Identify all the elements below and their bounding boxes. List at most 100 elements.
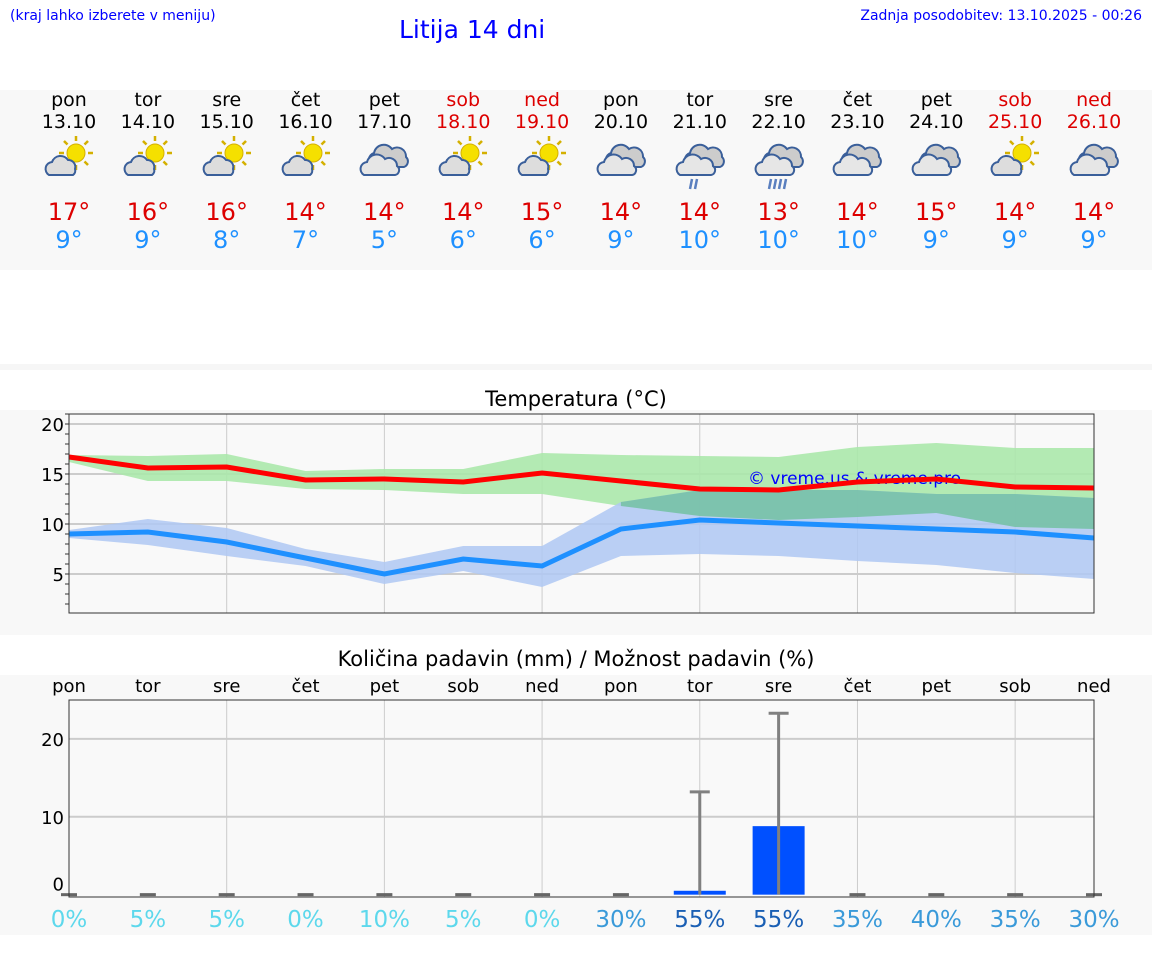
y-tick-label: 20 [41, 730, 64, 751]
max-temp: 14° [678, 198, 722, 226]
sun-cloud-icon [424, 135, 502, 185]
day-date: 16.10 [278, 111, 333, 133]
max-temp: 14° [993, 198, 1037, 226]
day-name: čet [842, 89, 873, 111]
y-tick-label: 0 [53, 875, 64, 896]
day-date: 24.10 [909, 111, 964, 133]
y-tick-label: 15 [41, 465, 64, 486]
max-temp: 15° [915, 198, 958, 226]
day-name: pet [920, 89, 952, 111]
sun-cloud-icon [188, 135, 266, 185]
min-temp: 10° [757, 226, 800, 254]
precip-probability: 0% [287, 907, 324, 933]
day-date: 22.10 [751, 111, 806, 133]
band-overlap [620, 490, 1094, 529]
min-temp: 6° [528, 226, 556, 254]
temperature-chart-title: Temperatura (°C) [485, 387, 667, 411]
day-label: pon [52, 676, 86, 697]
precip-probability: 0% [524, 907, 561, 933]
day-date: 20.10 [593, 111, 649, 133]
plot-frame [68, 413, 1095, 614]
day-name: tor [686, 89, 714, 111]
day-label: sob [447, 676, 479, 697]
cloud-rain-icon [661, 135, 739, 190]
max-temp: 15° [520, 198, 564, 226]
plot-frame [68, 699, 1095, 898]
day-date: 19.10 [514, 111, 570, 133]
location-hint[interactable]: (kraj lahko izberete v meniju) [10, 8, 216, 24]
precip-probability: 0% [51, 907, 88, 933]
day-label: ned [1077, 676, 1111, 697]
sun-cloud-icon [503, 135, 581, 185]
precip-probability: 5% [130, 907, 167, 933]
precip-probability: 30% [595, 907, 646, 933]
day-label: tor [687, 676, 713, 697]
day-name: sre [212, 89, 242, 111]
min-temp-line [68, 517, 1095, 577]
max-temp: 14° [836, 198, 879, 226]
y-tick-label: 10 [41, 515, 64, 536]
day-date: 25.10 [987, 111, 1043, 133]
cloud-icon [582, 135, 660, 185]
max-temp: 14° [441, 198, 485, 226]
min-temp: 9° [134, 226, 162, 254]
cloud-icon [897, 135, 975, 185]
day-label: pon [604, 676, 638, 697]
day-name: sob [446, 89, 481, 111]
max-temp: 14° [363, 198, 406, 226]
min-temp: 8° [213, 226, 241, 254]
max-temp: 17° [47, 198, 91, 226]
day-label: ned [525, 676, 559, 697]
cloud-icon [818, 135, 896, 185]
precip-probability: 30% [1068, 907, 1119, 933]
day-label: čet [843, 676, 871, 697]
day-name: pon [603, 89, 639, 111]
day-date: 21.10 [672, 111, 727, 133]
precip-probability: 55% [753, 907, 804, 933]
min-temp: 9° [607, 226, 635, 254]
max-temp: 16° [205, 198, 248, 226]
min-temp: 6° [449, 226, 477, 254]
day-label: čet [292, 676, 320, 697]
min-temp: 9° [922, 226, 950, 254]
day-name: sob [998, 89, 1032, 111]
sun-cloud-icon [109, 135, 187, 185]
max-temp-line [68, 454, 1095, 493]
min-temp: 10° [678, 226, 722, 254]
day-date: 13.10 [41, 111, 97, 133]
max-temp: 13° [757, 198, 800, 226]
day-name: ned [1076, 89, 1112, 111]
day-label: sob [999, 676, 1031, 697]
min-temp: 9° [1080, 226, 1108, 254]
precip-probability: 10% [359, 907, 410, 933]
max-temp: 14° [1072, 198, 1116, 226]
day-name: pet [368, 89, 400, 111]
day-date: 17.10 [357, 111, 412, 133]
day-label: sre [213, 676, 240, 697]
day-name: sre [764, 89, 794, 111]
page-title: Litija 14 dni [399, 15, 546, 44]
max-temp: 14° [284, 198, 327, 226]
min-temp: 9° [55, 226, 83, 254]
precip-probability: 5% [208, 907, 245, 933]
precip-probability: 35% [832, 907, 883, 933]
day-label: sre [765, 676, 792, 697]
day-label: tor [135, 676, 161, 697]
cloud-heavy-rain-icon [740, 135, 818, 190]
day-date: 26.10 [1066, 111, 1122, 133]
watermark: © vreme.us & vreme.pro [748, 469, 961, 489]
max-temp: 14° [599, 198, 643, 226]
min-temp: 10° [836, 226, 879, 254]
precipitation-chart-title: Količina padavin (mm) / Možnost padavin … [337, 647, 815, 671]
y-tick-label: 5 [53, 565, 64, 586]
cloud-icon [1055, 135, 1133, 185]
day-label: pet [922, 676, 952, 697]
precip-probability: 40% [911, 907, 962, 933]
day-label: pet [370, 676, 400, 697]
cloud-icon [345, 135, 423, 185]
precipitation-chart: 0 10 20 pon tor sre čet pet sob ned pon tor sre čet pe… [41, 676, 1119, 933]
min-temp: 5° [370, 226, 399, 254]
min-temp: 9° [1001, 226, 1029, 254]
day-date: 14.10 [120, 111, 176, 133]
sun-cloud-icon [30, 135, 108, 185]
